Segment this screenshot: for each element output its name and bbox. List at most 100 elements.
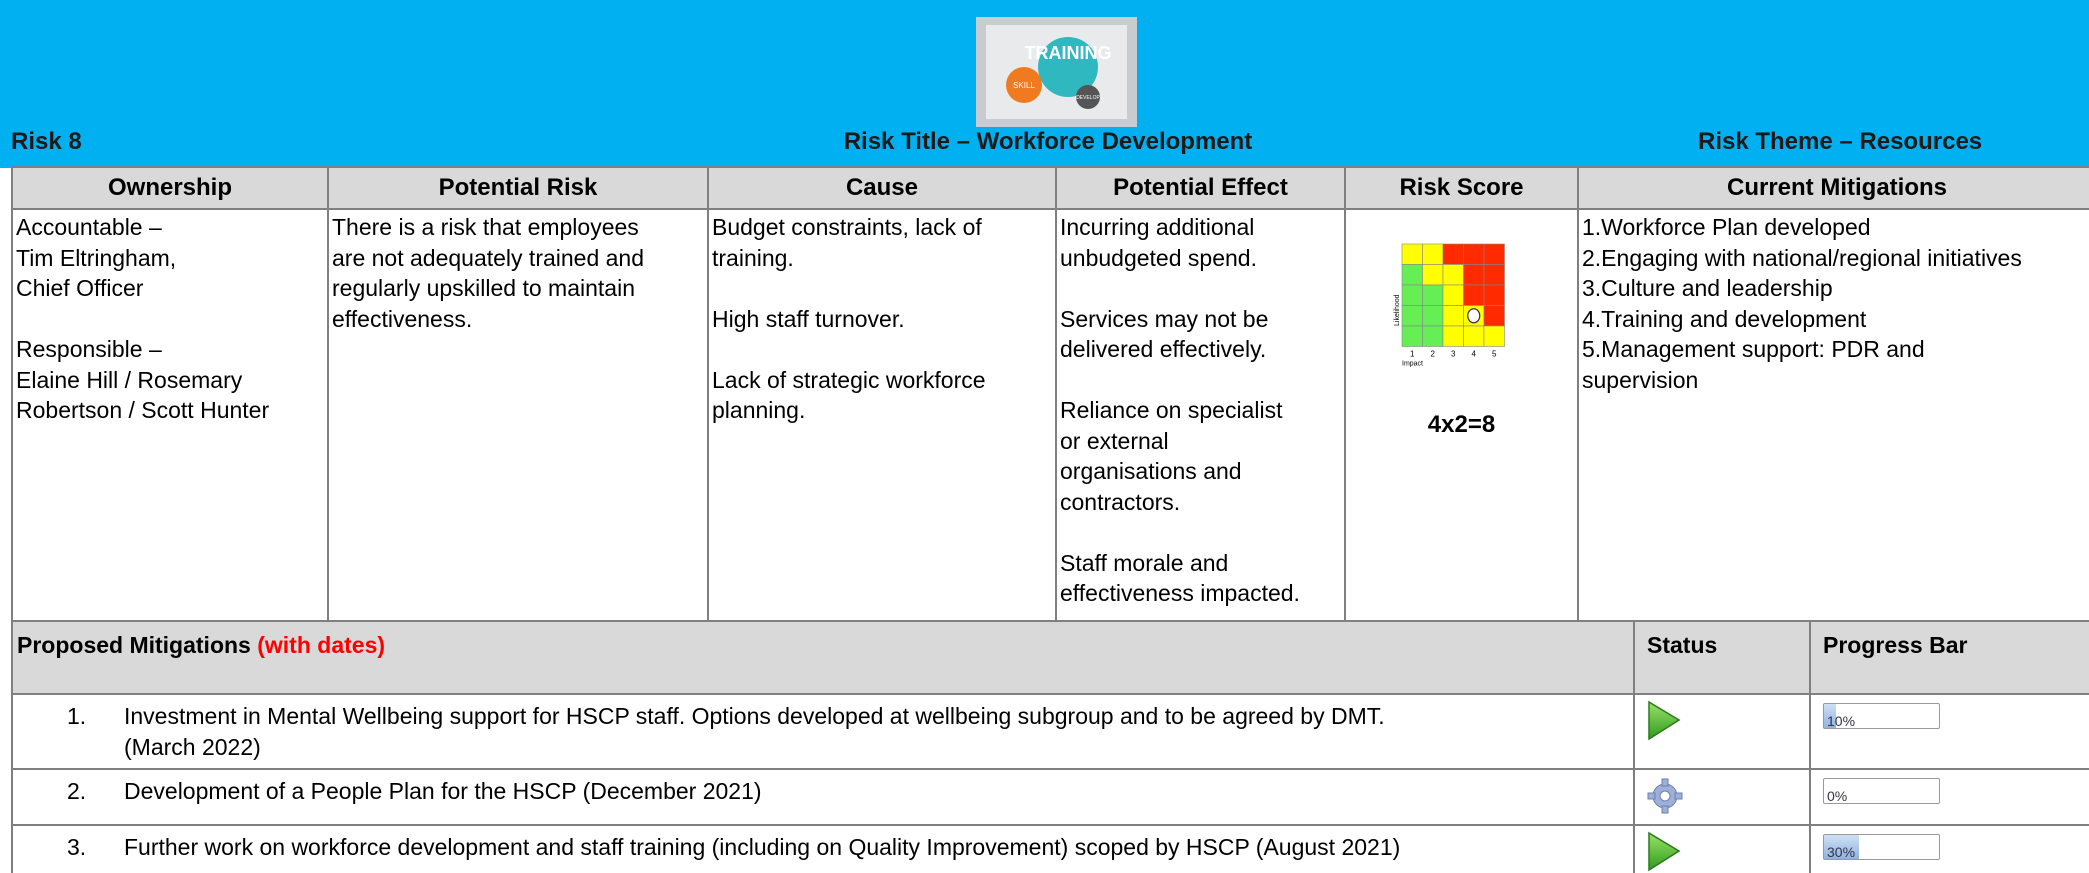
status-header: Status <box>1633 620 1811 695</box>
matrix-tick: 3 <box>1451 350 1456 359</box>
matrix-cell <box>1401 243 1423 265</box>
matrix-cell <box>1463 325 1485 347</box>
paragraph: Reliance on specialist or external organis… <box>1060 395 1341 517</box>
paragraph: Budget constraints, lack of training. <box>712 212 1052 273</box>
status-cell <box>1633 768 1811 826</box>
matrix-cell <box>1422 325 1444 347</box>
paragraph: Accountable – Tim Eltringham, Chief Office… <box>16 212 324 304</box>
progress-bar: 30% <box>1823 834 1940 860</box>
text-line: or external <box>1060 427 1169 454</box>
matrix-cell <box>1422 305 1444 327</box>
ownership-cell: Accountable – Tim Eltringham, Chief Office… <box>11 208 329 622</box>
matrix-cell <box>1483 325 1505 347</box>
text-line: Tim Eltringham, <box>16 244 177 271</box>
progress-cell: 10% <box>1809 693 2089 770</box>
text-line: Responsible – <box>16 336 162 362</box>
text-line: regularly upskilled to maintain <box>332 275 635 301</box>
proposed-item: 2. Development of a People Plan for the H… <box>11 768 1635 826</box>
progress-fill <box>1824 704 1836 728</box>
progress-bar: 10% <box>1823 703 1940 729</box>
paragraph: Incurring additional unbudgeted spend. <box>1060 212 1341 273</box>
column-header: Potential Effect <box>1055 166 1346 210</box>
text-line: Investment in Mental Wellbeing support f… <box>124 703 1385 729</box>
matrix-cell <box>1483 284 1505 306</box>
item-number: 1. <box>67 703 87 729</box>
matrix-cell <box>1422 264 1444 286</box>
matrix-y-label: Likelihood <box>1394 294 1401 326</box>
matrix-tick: 1 <box>1410 350 1415 359</box>
image-text: TRAINING <box>1025 43 1112 63</box>
progress-label: 30% <box>1827 844 1856 860</box>
risk-title: Risk Title – Workforce Development <box>843 128 1253 155</box>
text-line: Elaine Hill / Rosemary <box>16 366 243 393</box>
text-line: training. <box>712 244 794 271</box>
text-line: Staff morale and <box>1060 549 1229 576</box>
matrix-cell <box>1442 305 1464 327</box>
cause-cell: Budget constraints, lack of training. High… <box>707 208 1057 622</box>
matrix-cell <box>1401 325 1423 347</box>
text-line: Incurring additional <box>1060 214 1255 240</box>
text-line: organisations and <box>1060 458 1242 484</box>
current-mitigations-cell: 1.Workforce Plan developed 2.Engaging wit… <box>1577 208 2089 622</box>
status-icon <box>1648 831 1681 872</box>
paragraph: High staff turnover. <box>712 304 1052 335</box>
text-line: 4.Training and development <box>1582 305 1867 332</box>
matrix-cell <box>1422 243 1444 265</box>
image-text: SKILL <box>1013 81 1035 90</box>
matrix-cell <box>1442 264 1464 286</box>
progress-cell: 30% <box>1809 824 2089 873</box>
text-line: High staff turnover. <box>712 305 905 332</box>
text-line: Services may not be <box>1060 305 1269 332</box>
proposed-title: Proposed Mitigations <box>17 632 251 658</box>
status-icon <box>1648 700 1681 741</box>
item-number: 3. <box>67 834 87 860</box>
text-line: (March 2022) <box>124 733 261 760</box>
potential-effect-cell: Incurring additional unbudgeted spend. Ser… <box>1055 208 1346 622</box>
text-line: Accountable – <box>16 214 162 240</box>
matrix-cell <box>1463 264 1485 286</box>
matrix-cell <box>1463 243 1485 265</box>
matrix-tick: 5 <box>1492 350 1497 359</box>
text-line: Further work on workforce development an… <box>124 834 1401 860</box>
progress-bar: 0% <box>1823 778 1940 804</box>
matrix-cell <box>1442 243 1464 265</box>
text-line: 5.Management support: PDR and <box>1582 336 1925 362</box>
matrix-tick: 4 <box>1472 350 1477 359</box>
matrix-cell <box>1483 305 1505 327</box>
paragraph: Lack of strategic workforce planning. <box>712 365 1052 426</box>
risk-score-cell: 1 2 3 4 5 Impact Likelihood 4x2=8 <box>1344 208 1579 622</box>
text-line: effectiveness. <box>332 305 473 332</box>
matrix-marker <box>1467 308 1481 324</box>
text-line: planning. <box>712 397 806 423</box>
matrix-cell <box>1463 284 1485 306</box>
column-header: Cause <box>707 166 1057 210</box>
item-number: 2. <box>67 778 87 804</box>
text-line: There is a risk that employees <box>332 214 639 240</box>
progress-cell: 0% <box>1809 768 2089 826</box>
column-header: Current Mitigations <box>1577 166 2089 210</box>
text-line: Reliance on specialist <box>1060 397 1283 423</box>
risk-theme: Risk Theme – Resources <box>1698 128 1983 155</box>
matrix-cell <box>1401 284 1423 306</box>
matrix-tick: 2 <box>1431 350 1436 359</box>
column-header: Ownership <box>11 166 329 210</box>
status-cell <box>1633 693 1811 770</box>
status-icon <box>1647 778 1683 814</box>
image-text: DEVELOP <box>1076 95 1100 101</box>
matrix-cell <box>1401 264 1423 286</box>
proposed-item: 1. Investment in Mental Wellbeing support… <box>11 693 1635 770</box>
text-line: are not adequately trained and <box>332 244 645 271</box>
matrix-cell <box>1401 305 1423 327</box>
text-line: Lack of strategic workforce <box>712 366 986 393</box>
risk-matrix: 1 2 3 4 5 Impact Likelihood <box>1394 243 1505 368</box>
text-line: 3.Culture and leadership <box>1582 275 1833 301</box>
progress-header: Progress Bar <box>1809 620 2089 695</box>
status-cell <box>1633 824 1811 873</box>
column-header: Risk Score <box>1344 166 1579 210</box>
text-line: effectiveness impacted. <box>1060 580 1300 606</box>
risk-score: 4x2=8 <box>1427 411 1496 438</box>
matrix-cell <box>1483 243 1505 265</box>
paragraph: Responsible – Elaine Hill / Rosemary Rober… <box>16 334 324 426</box>
proposed-title-note: (with dates) <box>257 632 386 658</box>
